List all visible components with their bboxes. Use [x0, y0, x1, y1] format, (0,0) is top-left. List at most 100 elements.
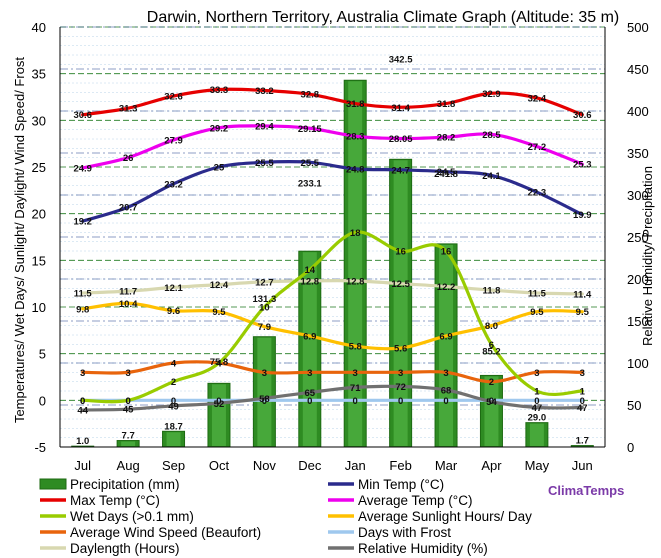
legend-item-wet-days-0-1-mm: Wet Days (>0.1 mm): [70, 509, 194, 524]
y-tick-label: 30: [32, 113, 46, 128]
series-data-label: 27.9: [164, 135, 183, 146]
series-data-label: 28.05: [389, 134, 413, 145]
series-data-label: 72: [395, 382, 406, 393]
series-data-label: 65: [305, 388, 316, 399]
y-tick-label: 25: [32, 160, 46, 175]
series-data-label: 5.8: [349, 342, 362, 353]
series-data-label: 27.2: [528, 142, 547, 153]
precipitation-bar-highlight: [439, 244, 454, 446]
grid: [60, 26, 605, 448]
precipitation-data-label: 7.7: [122, 431, 135, 442]
series-data-label: 0: [80, 396, 85, 407]
series-data-label: 71: [350, 383, 361, 394]
series-data-label: 3: [580, 368, 585, 379]
series-data-label: 0: [307, 396, 312, 407]
series-data-label: 0: [443, 396, 448, 407]
series-data-label: 24.1: [482, 171, 501, 182]
series-data-label: 3: [443, 368, 448, 379]
x-tick-label: Apr: [481, 458, 502, 473]
series-data-label: 19.2: [73, 217, 92, 228]
y-axis-label: Temperatures/ Wet Days/ Sunlight/ Daylig…: [12, 57, 27, 423]
precipitation-data-label: 1.0: [76, 436, 89, 447]
relative-humidity-line: [81, 384, 584, 412]
y-tick-label: 10: [32, 300, 46, 315]
series-data-label: 26: [123, 153, 134, 164]
series-data-label: 32.9: [482, 89, 501, 100]
series-data-label: 10.4: [119, 299, 138, 310]
y-tick-label: 40: [32, 20, 46, 35]
chart-title: Darwin, Northern Territory, Australia Cl…: [147, 9, 619, 26]
series-data-label: 11.4: [573, 289, 592, 300]
series-data-label: 6.9: [303, 331, 316, 342]
precipitation-bar-highlight: [257, 337, 272, 446]
series-data-label: 9.8: [76, 304, 89, 315]
series-data-label: 1: [580, 387, 586, 398]
series-data-label: 47: [532, 403, 543, 414]
legend-item-relative-humidity: Relative Humidity (%): [358, 541, 488, 556]
series-data-label: 28.2: [437, 133, 456, 144]
series-data-label: 47: [577, 403, 588, 414]
series-lines: [81, 87, 584, 412]
legend-item-average-wind-speed-beaufort: Average Wind Speed (Beaufort): [70, 525, 261, 540]
series-data-label: 14: [305, 265, 316, 276]
legend: Precipitation (mm) Min Temp (°C) Max Temp …: [39, 477, 532, 556]
precipitation-data-label: 18.7: [164, 421, 183, 432]
legend-item-average-sunlight-hours-day: Average Sunlight Hours/ Day: [358, 509, 532, 524]
series-data-label: 23.2: [164, 179, 183, 190]
series-data-label: 3: [534, 368, 539, 379]
precipitation-data-label: 29.0: [528, 413, 547, 424]
precipitation-data-label: 233.1: [298, 179, 322, 190]
precipitation-data-label: 1.7: [576, 436, 589, 447]
precipitation-bar-highlight: [393, 160, 408, 447]
series-data-label: 45: [123, 405, 134, 416]
x-tick-label: Jun: [572, 458, 593, 473]
series-data-label: 4: [216, 359, 222, 370]
series-data-label: 25.3: [573, 160, 592, 171]
series-data-label: 11.5: [74, 289, 93, 300]
series-data-label: 25.5: [301, 158, 320, 169]
precipitation-data-label: 85.2: [482, 346, 501, 357]
series-data-label: 28.3: [346, 132, 365, 143]
series-data-label: 16: [395, 247, 406, 258]
series-data-label: 24.9: [73, 163, 92, 174]
series-data-label: 54: [486, 397, 497, 408]
series-data-label: 4: [216, 359, 222, 370]
series-data-label: 0: [125, 396, 130, 407]
y-tick-label: 20: [32, 207, 46, 222]
y-tick-label: 35: [32, 67, 46, 82]
series-data-label: 0: [171, 396, 176, 407]
precipitation-bar-highlight: [166, 432, 181, 446]
x-tick-label: Jul: [74, 458, 91, 473]
series-data-label: 0: [125, 396, 130, 407]
series-data-label: 1: [534, 387, 540, 398]
precipitation-bar-highlight: [121, 441, 136, 446]
legend-item-daylength-hours: Daylength (Hours): [70, 541, 180, 556]
x-tick-label: Nov: [253, 458, 277, 473]
x-tick-label: Mar: [435, 458, 458, 473]
series-data-label: 30.6: [573, 110, 592, 121]
series-data-label: 9.6: [167, 306, 180, 317]
average-temp-c-line: [81, 124, 584, 170]
series-data-label: 0: [534, 396, 539, 407]
x-tick-label: May: [525, 458, 550, 473]
series-data-label: 25: [214, 163, 225, 174]
series-data-label: 9.5: [576, 307, 590, 318]
series-data-label: 24.5: [437, 167, 456, 178]
y2-tick-label: 50: [627, 398, 641, 413]
series-data-label: 11.7: [119, 287, 137, 298]
series-data-label: 33.3: [210, 85, 229, 96]
precipitation-bar-highlight: [529, 423, 544, 446]
y2-axis-label: Relative Humidity/ Precipitation: [640, 166, 655, 346]
legend-item-max-temp-c: Max Temp (°C): [70, 493, 160, 508]
y2-tick-label: 100: [627, 356, 649, 371]
series-data-label: 0: [398, 396, 403, 407]
precipitation-bar-highlight: [484, 376, 499, 446]
axes: -505101520253035400501001502002503003504…: [32, 20, 649, 473]
series-data-label: 32.8: [301, 90, 320, 101]
precipitation-data-label: 75.8: [210, 357, 229, 368]
series-data-label: 30.6: [73, 110, 92, 121]
x-tick-label: Jan: [345, 458, 366, 473]
precipitation-bar-highlight: [302, 252, 317, 446]
series-data-label: 25.5: [255, 158, 274, 169]
